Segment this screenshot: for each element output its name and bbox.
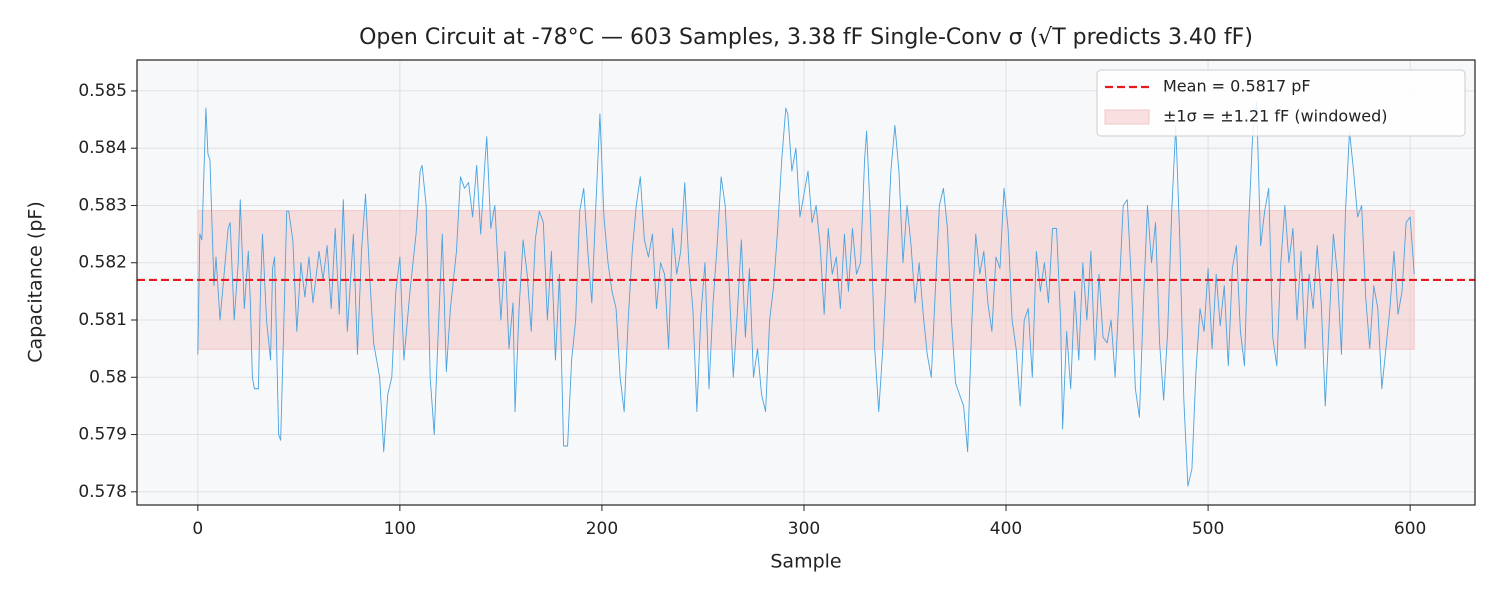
legend-label: ±1σ = ±1.21 fF (windowed): [1163, 107, 1388, 126]
y-tick-label: 0.58: [89, 367, 127, 387]
y-tick-label: 0.578: [78, 482, 127, 502]
y-tick-label: 0.584: [78, 138, 127, 158]
chart-title: Open Circuit at -78°C — 603 Samples, 3.3…: [359, 25, 1253, 50]
y-tick-label: 0.585: [78, 81, 127, 101]
legend: Mean = 0.5817 pF ±1σ = ±1.21 fF (windowed…: [1096, 69, 1466, 137]
y-axis-label: Capacitance (pF): [25, 201, 47, 362]
plot-frame: [136, 59, 1476, 506]
x-axis-label: Sample: [770, 551, 841, 573]
x-tick-label: 600: [1394, 519, 1426, 539]
x-tick-label: 100: [384, 519, 416, 539]
y-tick-label: 0.582: [78, 253, 127, 273]
x-tick-label: 400: [990, 519, 1022, 539]
legend-box: [1096, 69, 1466, 137]
x-tick-label: 200: [586, 519, 618, 539]
y-tick-label: 0.581: [78, 310, 127, 330]
y-tick-label: 0.579: [78, 425, 127, 445]
x-tick-label: 300: [788, 519, 820, 539]
marks: [137, 101, 1475, 487]
legend-label: Mean = 0.5817 pF: [1163, 77, 1311, 96]
data-line: [197, 101, 1415, 487]
legend-band-swatch: [1104, 109, 1150, 125]
x-tick-label: 0: [192, 519, 203, 539]
y-tick-label: 0.583: [78, 195, 127, 215]
ticks: 0 100 200 300 400 500 600 0.578 0.579 0.58 0.581 0.…: [78, 81, 1426, 539]
x-tick-label: 500: [1192, 519, 1224, 539]
